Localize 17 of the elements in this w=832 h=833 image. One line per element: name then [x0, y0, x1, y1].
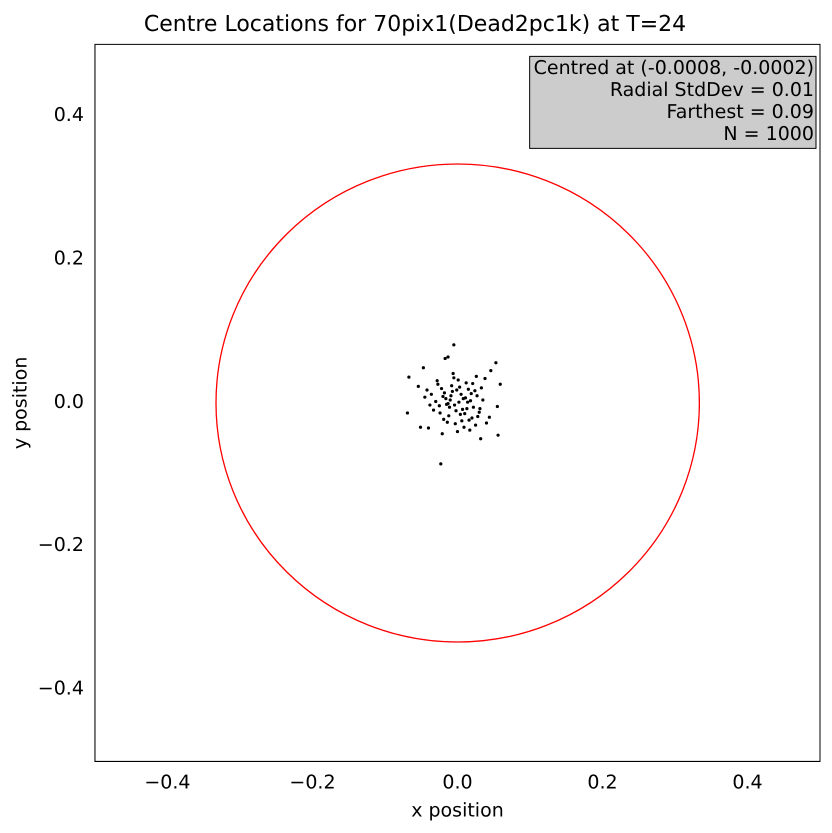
- y-tick-label: −0.4: [38, 678, 84, 700]
- chart-title: Centre Locations for 70pix1(Dead2pc1k) at T=24: [144, 12, 686, 37]
- annotation: N = 1000: [723, 122, 814, 145]
- y-tick-label: 0.0: [54, 390, 84, 413]
- x-tick-label: 0.4: [732, 772, 763, 794]
- y-tick-label: −0.2: [38, 534, 84, 556]
- y-tick-label: 0.2: [54, 247, 84, 270]
- x-tick-label: 0.2: [587, 772, 618, 794]
- x-tick-label: −0.2: [289, 772, 336, 794]
- y-tick-label: 0.4: [54, 104, 84, 126]
- y-axis-title: y position: [9, 356, 32, 450]
- annotation: Centred at (-0.0008, -0.0002): [534, 56, 814, 79]
- x-axis-title: x position: [411, 800, 504, 822]
- annotation: Farthest = 0.09: [666, 100, 814, 123]
- x-tick-label: 0.0: [442, 772, 473, 794]
- x-tick-label: −0.4: [144, 772, 191, 794]
- annotation: Radial StdDev = 0.01: [610, 78, 814, 101]
